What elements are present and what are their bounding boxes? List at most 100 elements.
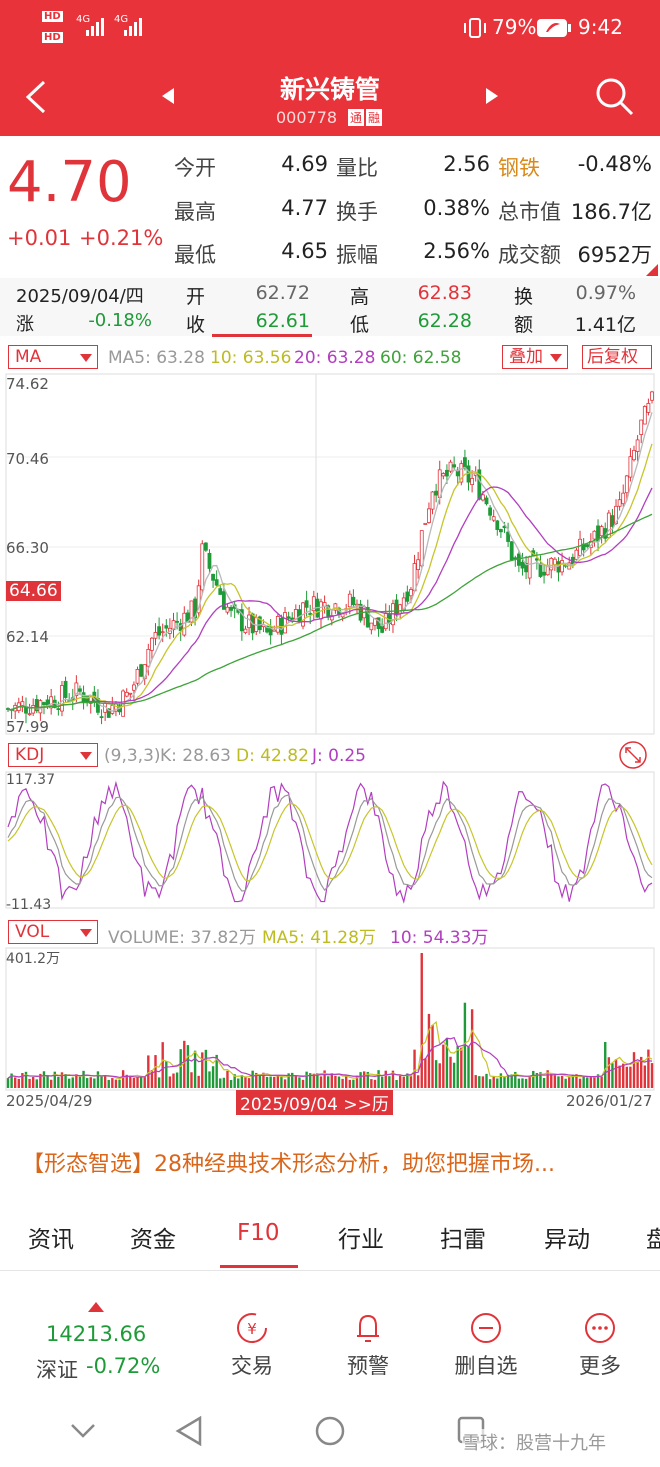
- volume-bar: [452, 1062, 456, 1088]
- ma60-line: [7, 513, 653, 711]
- volume-bar: [524, 1078, 528, 1088]
- ma10-legend: 10: 63.56: [210, 348, 292, 368]
- alert-button[interactable]: 预警: [340, 1310, 396, 1380]
- nav-home-icon[interactable]: [314, 1415, 346, 1447]
- volume-bar: [301, 1079, 305, 1088]
- volume-bar: [647, 1049, 650, 1088]
- volume-bar: [75, 1074, 78, 1088]
- volume-bar: [352, 1079, 355, 1088]
- volume-bar: [366, 1071, 369, 1088]
- vol-selector[interactable]: VOL: [8, 920, 98, 944]
- volume-bar: [24, 1071, 28, 1088]
- detail-low-value: 62.28: [417, 310, 472, 332]
- tab-funds[interactable]: 资金: [130, 1227, 176, 1253]
- volume-bar: [179, 1049, 182, 1088]
- candle-body: [42, 702, 46, 706]
- tab-orderbook[interactable]: 盘: [646, 1227, 660, 1253]
- index-value[interactable]: 14213.66: [46, 1322, 147, 1346]
- low-value: 4.65: [281, 239, 328, 263]
- candle-body: [423, 522, 428, 525]
- next-stock-icon[interactable]: [484, 86, 500, 106]
- candle-body: [218, 588, 223, 595]
- collapse-icon[interactable]: [68, 1421, 98, 1441]
- tab-movement[interactable]: 异动: [544, 1227, 590, 1253]
- overlay-label: 叠加: [509, 347, 543, 367]
- adjust-button[interactable]: 后复权: [582, 345, 652, 369]
- volume-bar: [309, 1073, 312, 1088]
- back-icon[interactable]: [20, 78, 50, 116]
- candlestick-chart[interactable]: [0, 372, 660, 736]
- candle-body: [135, 668, 140, 684]
- volume-bar: [312, 1073, 316, 1088]
- candle-body: [160, 631, 165, 634]
- volume-bar: [492, 1076, 495, 1088]
- candle-body: [211, 573, 215, 581]
- candle-body: [157, 626, 162, 636]
- sector-label[interactable]: 钢铁: [498, 156, 540, 180]
- candle-body: [153, 632, 158, 639]
- volume-bar: [359, 1072, 362, 1088]
- svg-text:¥: ¥: [247, 1320, 257, 1338]
- kdj-selector[interactable]: KDJ: [8, 743, 98, 767]
- search-icon[interactable]: [594, 76, 636, 118]
- tab-risk-scan[interactable]: 扫雷: [440, 1227, 486, 1253]
- volume-chart[interactable]: [0, 946, 660, 1092]
- volume-bar: [560, 1075, 564, 1088]
- overlay-selector[interactable]: 叠加: [502, 345, 568, 369]
- y-label-3: 66.30: [6, 539, 49, 557]
- volume-bar: [132, 1077, 136, 1088]
- nav-back-icon[interactable]: [174, 1415, 204, 1447]
- date-cursor[interactable]: 2025/09/04 >>历: [236, 1090, 393, 1115]
- remove-watchlist-button[interactable]: 删自选: [444, 1310, 528, 1380]
- more-button[interactable]: 更多: [572, 1310, 628, 1380]
- amount-value: 6952万: [577, 243, 652, 267]
- volume-bar: [255, 1072, 258, 1088]
- volume-bar: [618, 1065, 621, 1088]
- volume-bar: [53, 1071, 56, 1088]
- candle-body: [139, 664, 144, 677]
- volume-bar: [283, 1079, 287, 1088]
- high-value: 4.77: [281, 196, 328, 220]
- bell-icon: [357, 1314, 379, 1342]
- ma-selector-label: MA: [15, 347, 42, 367]
- ma-selector[interactable]: MA: [8, 345, 98, 369]
- candle-body: [635, 439, 640, 452]
- volume-bar: [46, 1075, 49, 1088]
- candle-body: [106, 708, 111, 718]
- candle-body: [60, 685, 64, 712]
- chart-frame: [5, 373, 655, 735]
- tab-news[interactable]: 资讯: [28, 1227, 74, 1253]
- candle-body: [513, 557, 518, 560]
- candle-body: [624, 475, 629, 494]
- volume-bar: [506, 1074, 510, 1088]
- promo-banner[interactable]: 【形态智选】28种经典技术形态分析，助您把握市场...: [22, 1152, 555, 1177]
- expand-corner-icon[interactable]: [646, 264, 658, 276]
- volume-bar: [136, 1077, 139, 1088]
- volume-bar: [262, 1072, 265, 1088]
- fullscreen-icon[interactable]: [618, 740, 648, 770]
- signal-icon-1: [86, 18, 104, 36]
- tab-industry[interactable]: 行业: [338, 1227, 384, 1253]
- volume-bar: [341, 1078, 344, 1088]
- battery-percent: 79%: [492, 15, 537, 39]
- volume-bar: [319, 1076, 323, 1088]
- volume-bar: [222, 1077, 226, 1088]
- candle-body: [427, 508, 431, 523]
- volume-bar: [247, 1078, 251, 1088]
- tab-f10[interactable]: F10: [237, 1220, 280, 1246]
- candle-body: [31, 705, 36, 714]
- candle-body: [650, 391, 654, 401]
- candle-body: [484, 497, 489, 505]
- candle-body: [20, 701, 25, 708]
- volume-bar: [125, 1074, 128, 1088]
- volume-bar: [539, 1072, 542, 1088]
- candle-body: [178, 623, 183, 632]
- prev-stock-icon[interactable]: [160, 86, 176, 106]
- stock-code: 000778: [276, 108, 338, 127]
- candle-body: [599, 526, 604, 537]
- y-label-1: 74.62: [6, 375, 49, 393]
- candle-body: [592, 530, 597, 540]
- kdj-chart[interactable]: [0, 770, 660, 910]
- trade-button[interactable]: ¥ 交易: [224, 1310, 280, 1380]
- detail-turnover-value: 0.97%: [575, 282, 636, 304]
